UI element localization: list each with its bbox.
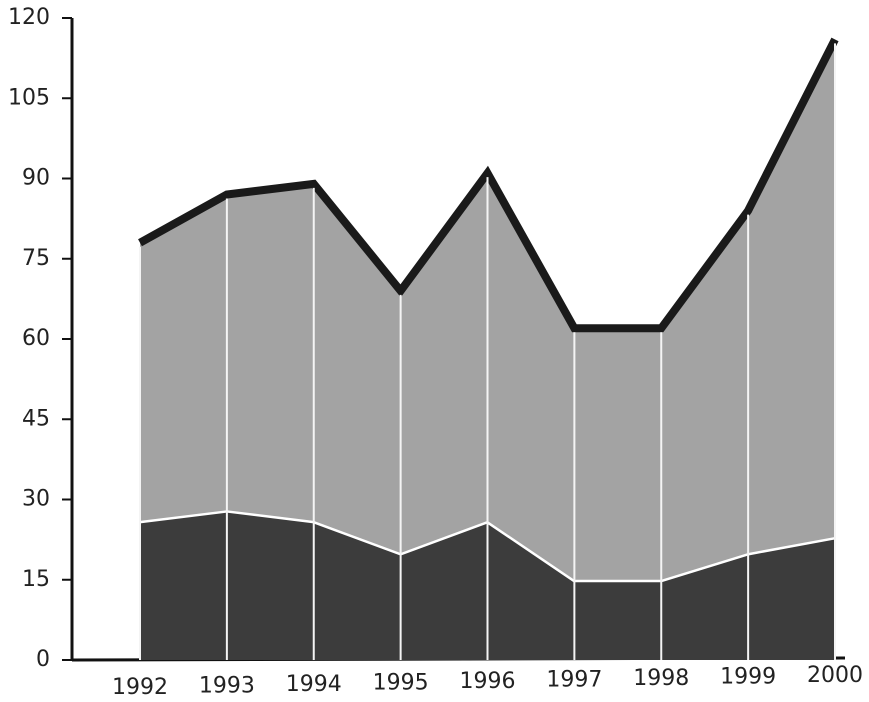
y-tick-label: 15 — [22, 567, 50, 592]
x-tick-label: 1992 — [112, 675, 168, 700]
x-tick-label: 1994 — [286, 672, 342, 697]
x-tick-label: 1996 — [460, 669, 516, 694]
x-tick-label: 1997 — [546, 668, 602, 693]
x-tick-label: 1999 — [720, 665, 776, 690]
y-tick-label: 90 — [22, 166, 50, 191]
y-tick-label: 75 — [22, 246, 50, 271]
x-tick-label: 1998 — [633, 666, 689, 691]
y-tick-label: 105 — [8, 85, 50, 110]
y-tick-label: 30 — [22, 487, 50, 512]
y-tick-label: 0 — [36, 647, 50, 672]
y-tick-label: 60 — [22, 326, 50, 351]
y-tick-label: 120 — [8, 5, 50, 30]
x-tick-label: 2000 — [807, 663, 863, 688]
x-tick-label: 1995 — [373, 671, 429, 696]
y-tick-label: 45 — [22, 406, 50, 431]
area-edge — [138, 37, 839, 333]
x-tick-label: 1993 — [199, 674, 255, 699]
